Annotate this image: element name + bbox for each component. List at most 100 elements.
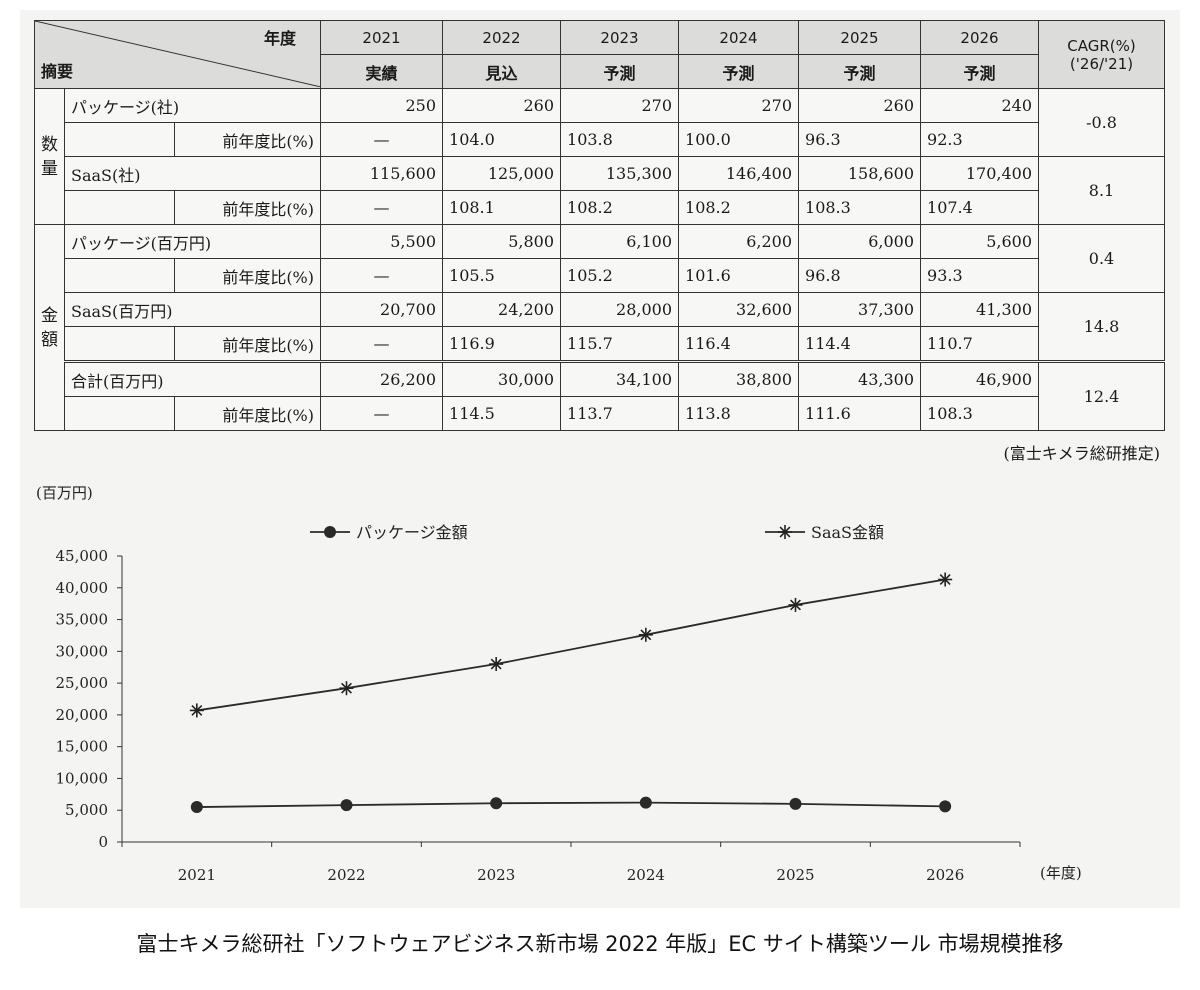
year-header: 2025 — [798, 20, 922, 55]
status-header: 予測 — [798, 54, 922, 89]
table-corner-header: 年度 摘要 — [33, 20, 322, 89]
table-row: 数量 パッケージ(社) 250 260 270 270 260 240 -0.8 — [34, 88, 1166, 225]
x-tick-label: 2024 — [627, 866, 665, 884]
table-cell: 135,300 — [560, 156, 680, 191]
x-tick-label: 2026 — [926, 866, 964, 884]
table-cell: 170,400 — [920, 156, 1040, 191]
row-label: パッケージ(社) — [63, 88, 322, 123]
ratio-label: 前年度比(%) — [173, 326, 322, 362]
table-cell: 5,800 — [442, 224, 562, 259]
table-row: 前年度比(%) — 104.0 103.8 100.0 96.3 92.3 — [35, 122, 1165, 157]
table-cell: 92.3 — [920, 122, 1040, 157]
chart-legend: パッケージ金額 SaaS金額 — [310, 523, 884, 542]
series-line-0 — [196, 801, 946, 808]
table-cell: 26,200 — [320, 360, 444, 397]
table-row: 前年度比(%) — 108.1 108.2 108.2 108.3 107.4 — [35, 190, 1165, 225]
status-header: 実績 — [320, 54, 444, 89]
row-label: SaaS(社) — [63, 156, 322, 191]
table-cell: 116.4 — [678, 326, 800, 362]
table-cell: 6,100 — [560, 224, 680, 259]
series-line-1 — [196, 578, 946, 712]
indent-cell — [64, 326, 175, 362]
header-row-status: 実績 見込 予測 予測 予測 予測 — [35, 54, 1165, 89]
legend-entry-label: SaaS金額 — [811, 523, 884, 542]
group-label-quantity: 数量 — [34, 88, 65, 225]
status-header: 予測 — [678, 54, 800, 89]
cagr-header: CAGR(%) ('26/'21) — [1038, 20, 1166, 89]
corner-diagonal — [35, 21, 320, 87]
ratio-label: 前年度比(%) — [173, 258, 322, 293]
cagr-period: ('26/'21) — [1069, 54, 1134, 73]
table-cell: 104.0 — [442, 122, 562, 157]
table-cell: 108.2 — [560, 190, 680, 225]
data-point — [489, 657, 504, 672]
data-point — [789, 797, 802, 810]
table-cell: 34,100 — [560, 360, 680, 397]
indent-cell — [64, 190, 175, 225]
table-cell: 125,000 — [442, 156, 562, 191]
table-cell: 20,700 — [320, 292, 444, 327]
table-row: SaaS(社) 115,600 125,000 135,300 146,400 … — [35, 156, 1166, 225]
table-cell: 41,300 — [920, 292, 1040, 327]
cagr-cell: 12.4 — [1038, 360, 1166, 431]
table-cell: 158,600 — [798, 156, 922, 191]
table-cell: 38,800 — [678, 360, 800, 397]
y-tick-label: 20,000 — [56, 706, 109, 724]
cagr-cell: 0.4 — [1038, 224, 1166, 293]
row-label: パッケージ(百万円) — [63, 224, 322, 259]
table-cell: 113.7 — [560, 396, 680, 431]
ratio-label: 前年度比(%) — [173, 396, 322, 431]
table-cell: 5,600 — [920, 224, 1040, 259]
data-point — [639, 796, 652, 809]
table-cell: 93.3 — [920, 258, 1040, 293]
y-tick-label: 0 — [98, 833, 108, 851]
y-tick-label: 30,000 — [56, 642, 109, 660]
y-tick-label: 40,000 — [56, 579, 109, 597]
table-row: SaaS(百万円) 20,700 24,200 28,000 32,600 37… — [35, 292, 1166, 362]
table-row: 前年度比(%) — 114.5 113.7 113.8 111.6 108.3 — [35, 396, 1165, 431]
data-point — [339, 681, 354, 696]
table-cell: 43,300 — [798, 360, 922, 397]
table-cell: 108.3 — [920, 396, 1040, 431]
market-size-table: 年度 摘要 2021 2022 2023 2024 2025 2026 CAGR… — [33, 20, 1166, 431]
table-cell: 32,600 — [678, 292, 800, 327]
ratio-label: 前年度比(%) — [173, 190, 322, 225]
estimate-note: (富士キメラ総研推定) — [1003, 444, 1161, 463]
data-point — [490, 797, 503, 810]
group-label-amount: 金額 — [34, 224, 65, 431]
table-cell: — — [320, 258, 444, 293]
year-header: 2021 — [320, 20, 444, 55]
y-tick-label: 25,000 — [56, 674, 109, 692]
legend-entry-label: パッケージ金額 — [356, 523, 468, 542]
table-cell: 105.5 — [442, 258, 562, 293]
corner-item-label: 摘要 — [41, 62, 74, 81]
year-header: 2026 — [920, 20, 1040, 55]
table-cell: 37,300 — [798, 292, 922, 327]
cagr-cell: -0.8 — [1038, 88, 1166, 157]
table-row: 前年度比(%) — 105.5 105.2 101.6 96.8 93.3 — [35, 258, 1165, 293]
table-cell: 114.4 — [798, 326, 922, 362]
status-header: 予測 — [920, 54, 1040, 89]
table-cell: 114.5 — [442, 396, 562, 431]
table-cell: 116.9 — [442, 326, 562, 362]
table-cell: 108.2 — [678, 190, 800, 225]
y-tick-label: 35,000 — [56, 611, 109, 629]
legend-marker — [778, 525, 792, 539]
corner-year-label: 年度 — [264, 29, 297, 48]
row-label: SaaS(百万円) — [63, 292, 322, 327]
year-header: 2024 — [678, 20, 800, 55]
table-cell: 108.1 — [442, 190, 562, 225]
data-point — [190, 801, 203, 814]
table-cell: — — [320, 326, 444, 362]
x-tick-label: 2025 — [776, 866, 814, 884]
data-point — [638, 627, 653, 642]
table-cell: — — [320, 396, 444, 431]
table-cell: 111.6 — [798, 396, 922, 431]
table-cell: 101.6 — [678, 258, 800, 293]
table-cell: 105.2 — [560, 258, 680, 293]
data-point — [340, 799, 353, 812]
x-tick-label: 2022 — [327, 866, 365, 884]
indent-cell — [64, 396, 175, 431]
indent-cell — [64, 122, 175, 157]
table-cell: 28,000 — [560, 292, 680, 327]
